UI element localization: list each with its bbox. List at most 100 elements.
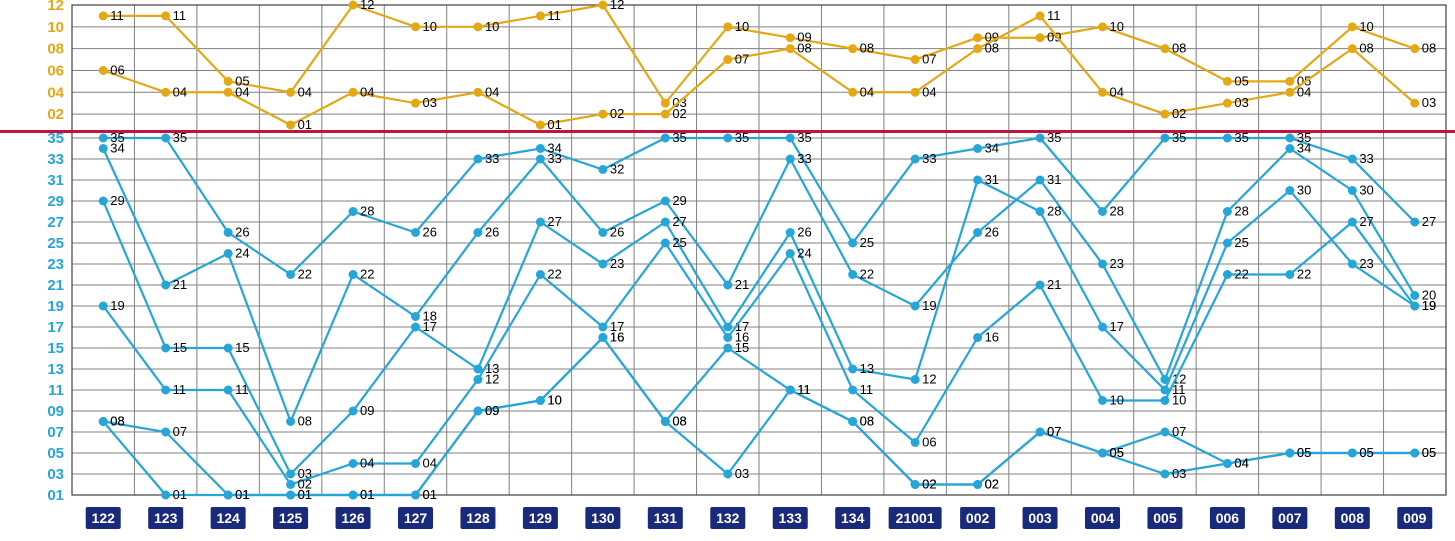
top-series-0-label: 10	[1359, 19, 1373, 34]
y-tick-bot: 07	[47, 424, 64, 441]
top-series-0-label: 08	[1172, 41, 1186, 56]
bot-series-1-label: 19	[922, 298, 936, 313]
top-series-0-label: 12	[360, 0, 374, 12]
bot-series-1-pt	[724, 281, 732, 289]
bot-series-0-label: 22	[298, 267, 312, 282]
bot-series-1-label: 26	[985, 225, 999, 240]
top-series-1-pt	[1411, 99, 1419, 107]
top-series-1-label: 04	[485, 84, 499, 99]
top-series-1-pt	[1223, 99, 1231, 107]
top-series-1-pt	[474, 88, 482, 96]
bot-series-3-pt	[287, 481, 295, 489]
bot-series-2-label: 23	[1359, 256, 1373, 271]
lottery-trend-chart: 1210080604023533312927252321191715131109…	[0, 0, 1455, 541]
x-chip-label: 009	[1403, 510, 1427, 526]
bot-series-1-pt	[786, 155, 794, 163]
bot-series-5-pt	[661, 418, 669, 426]
bot-series-5-pt	[1223, 460, 1231, 468]
bot-series-1-pt	[287, 418, 295, 426]
bot-series-2-pt	[1286, 187, 1294, 195]
bot-series-2-pt	[849, 365, 857, 373]
bot-series-1-label: 21	[735, 277, 749, 292]
y-tick-bot: 09	[47, 403, 64, 420]
top-series-1-label: 04	[922, 84, 936, 99]
bot-series-3-pt	[1348, 218, 1356, 226]
bot-series-0-label: 26	[423, 225, 437, 240]
bot-series-2-pt	[661, 218, 669, 226]
bot-series-0-label: 28	[1110, 204, 1124, 219]
top-series-1-label: 11	[1047, 8, 1061, 23]
top-series-1-label: 01	[547, 117, 561, 132]
y-tick-top: 06	[47, 62, 64, 79]
bot-series-0-pt	[536, 145, 544, 153]
bot-series-1-pt	[1223, 208, 1231, 216]
bot-series-2-pt	[162, 344, 170, 352]
bot-series-3-pt	[99, 302, 107, 310]
bot-series-1-pt	[349, 271, 357, 279]
bot-series-3-pt	[162, 386, 170, 394]
bot-series-0-pt	[911, 155, 919, 163]
bot-series-1-label: 22	[360, 267, 374, 282]
y-tick-bot: 25	[47, 235, 64, 252]
y-tick-bot: 11	[48, 382, 64, 399]
top-series-1-label: 01	[298, 117, 312, 132]
top-series-1-pt	[162, 88, 170, 96]
top-series-1-label: 03	[1234, 95, 1248, 110]
bot-series-0-pt	[661, 134, 669, 142]
y-tick-bot: 23	[47, 256, 64, 273]
top-series-0-pt	[661, 99, 669, 107]
bot-series-5-label: 02	[922, 477, 936, 492]
bot-series-4-pt	[162, 428, 170, 436]
bot-series-5-pt	[1286, 449, 1294, 457]
bot-series-1-label: 33	[547, 151, 561, 166]
x-chip-label: 128	[466, 510, 490, 526]
bot-series-3-label: 11	[235, 382, 249, 397]
top-series-0-label: 11	[110, 8, 124, 23]
bot-series-1-pt	[974, 229, 982, 237]
bot-series-0-label: 32	[610, 162, 624, 177]
bot-series-1-pt	[1348, 187, 1356, 195]
top-series-0-pt	[536, 12, 544, 20]
top-series-0-label: 08	[860, 41, 874, 56]
bot-series-2-label: 13	[860, 361, 874, 376]
top-series-0-pt	[1223, 77, 1231, 85]
y-tick-bot: 35	[47, 130, 64, 147]
bot-series-0-label: 26	[235, 225, 249, 240]
bot-series-0-label: 33	[1359, 151, 1373, 166]
bot-series-5-pt	[724, 470, 732, 478]
bot-series-5-label: 16	[610, 330, 624, 345]
top-series-1-pt	[1161, 110, 1169, 118]
bot-series-1-label: 34	[110, 141, 124, 156]
top-series-0-label: 10	[735, 19, 749, 34]
bot-series-3-pt	[974, 334, 982, 342]
bot-series-2-pt	[474, 365, 482, 373]
bot-series-1-pt	[1099, 260, 1107, 268]
bot-series-3-pt	[599, 323, 607, 331]
bot-series-3-label: 19	[110, 298, 124, 313]
bot-series-0-pt	[412, 229, 420, 237]
bot-series-0-pt	[849, 239, 857, 247]
top-series-1-pt	[786, 45, 794, 53]
bot-series-2-label: 26	[797, 225, 811, 240]
bot-series-2-label: 25	[1234, 235, 1248, 250]
bot-series-5-pt	[974, 481, 982, 489]
top-series-0-pt	[786, 34, 794, 42]
top-series-1-pt	[911, 88, 919, 96]
x-chip-label: 133	[779, 510, 803, 526]
bot-series-0-label: 35	[1047, 130, 1061, 145]
bot-series-3-pt	[536, 271, 544, 279]
bot-series-0-pt	[786, 134, 794, 142]
bot-series-2-label: 27	[547, 214, 561, 229]
top-series-1-label: 02	[1172, 106, 1186, 121]
bot-series-5-pt	[536, 397, 544, 405]
bot-series-3-label: 04	[360, 456, 374, 471]
bot-series-2-pt	[724, 323, 732, 331]
x-chip-label: 125	[279, 510, 303, 526]
bot-series-2-label: 31	[985, 172, 999, 187]
bot-series-5-label: 11	[797, 382, 811, 397]
x-chip-label: 129	[529, 510, 553, 526]
bot-series-5-pt	[162, 491, 170, 499]
bot-series-5-pt	[911, 481, 919, 489]
x-chip-label: 008	[1341, 510, 1365, 526]
top-series-1-pt	[1099, 88, 1107, 96]
